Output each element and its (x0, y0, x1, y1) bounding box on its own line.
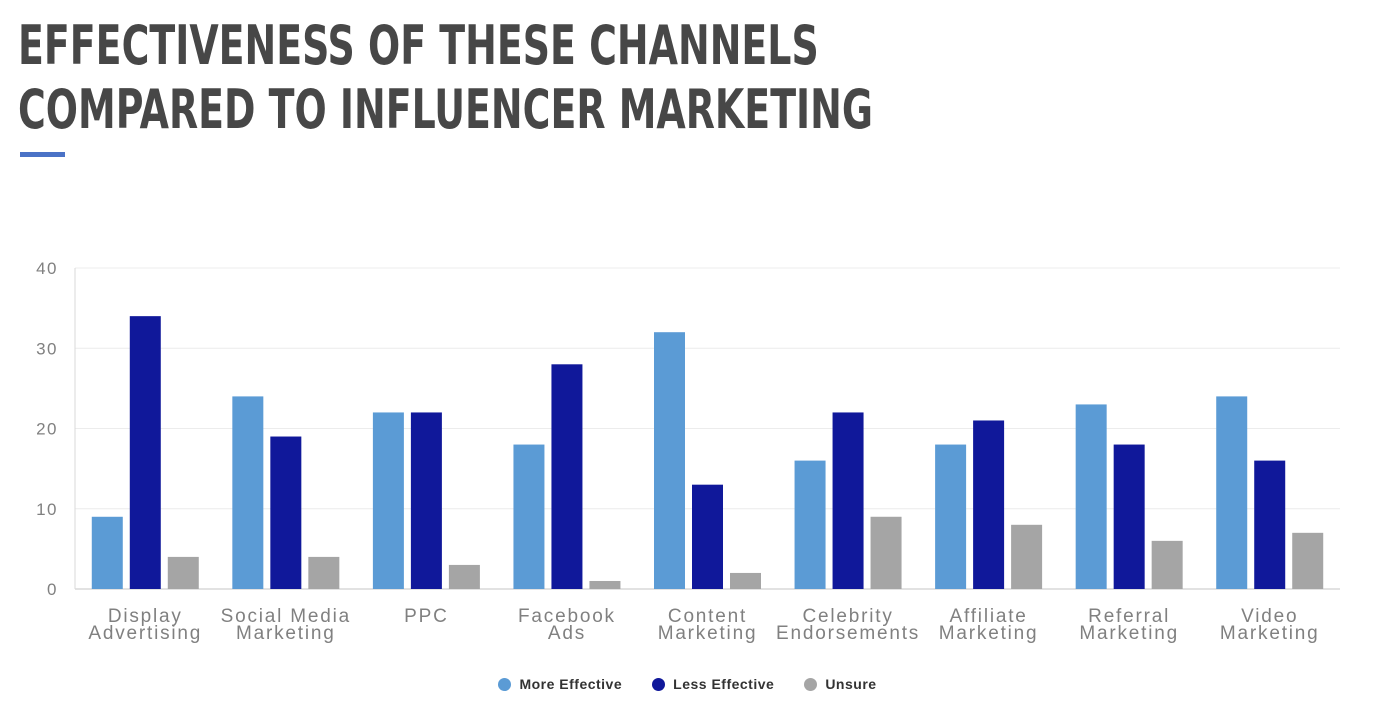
x-category-label-1: Social Media Marketing (221, 606, 351, 644)
legend-swatch (652, 677, 666, 691)
legend-label: More Effective (519, 676, 623, 692)
chart-title-line-1: EFFECTIVENESS OF THESE CHANNELS (18, 14, 819, 77)
bar-less-effective-2 (410, 412, 442, 589)
bar-less-effective-8 (1254, 460, 1286, 589)
legend-item-less-effective[interactable]: Less Effective (652, 676, 774, 692)
bar-more-effective-0 (91, 516, 123, 589)
bar-more-effective-2 (372, 412, 404, 589)
x-category-label-4: Content Marketing (658, 606, 758, 644)
x-category-label-0: Display Advertising (88, 606, 202, 644)
chart-title-line-2: COMPARED TO INFLUENCER MARKETING (18, 78, 873, 141)
bar-unsure-3 (589, 580, 621, 589)
y-tick-label-20: 20 (36, 420, 58, 439)
bar-more-effective-7 (1075, 404, 1107, 589)
bar-less-effective-1 (270, 436, 302, 589)
bar-less-effective-3 (551, 364, 583, 589)
bar-more-effective-8 (1216, 396, 1248, 589)
bar-chart: 0 10 20 30 40 Display Advertising Social Media M… (36, 259, 1340, 644)
bar-more-effective-1 (232, 396, 264, 589)
y-tick-label-30: 30 (36, 339, 58, 358)
bar-more-effective-4 (654, 332, 685, 589)
legend-label: Less Effective (673, 676, 775, 692)
x-category-label-8: Video Marketing (1220, 606, 1320, 644)
chart-legend: More Effective Less Effective Unsure (0, 676, 1375, 692)
bar-more-effective-3 (513, 444, 545, 589)
bar-less-effective-5 (832, 412, 864, 589)
y-tick-label-10: 10 (36, 500, 58, 519)
x-category-label-3: Facebook Ads (518, 606, 616, 644)
bar-less-effective-7 (1113, 444, 1145, 589)
bar-more-effective-6 (935, 444, 967, 589)
bar-less-effective-0 (129, 316, 161, 589)
y-tick-label-40: 40 (36, 259, 58, 278)
x-category-label-5: Celebrity Endorsements (776, 606, 920, 644)
title-accent-underline (20, 152, 65, 157)
legend-item-unsure[interactable]: Unsure (804, 676, 876, 692)
legend-swatch (804, 677, 818, 691)
y-tick-label-0: 0 (47, 580, 58, 599)
bar-less-effective-4 (692, 484, 723, 589)
chart-title: EFFECTIVENESS OF THESE CHANNELS COMPARED… (18, 14, 873, 142)
bar-unsure-7 (1151, 540, 1183, 589)
bar-less-effective-6 (973, 420, 1005, 589)
legend-item-more-effective[interactable]: More Effective (498, 676, 622, 692)
bar-unsure-0 (167, 556, 199, 589)
legend-swatch (498, 677, 512, 691)
bar-unsure-4 (730, 572, 761, 589)
bar-unsure-1 (308, 556, 340, 589)
bar-unsure-8 (1292, 532, 1324, 589)
x-category-label-6: Affiliate Marketing (939, 606, 1039, 644)
legend-label: Unsure (825, 676, 877, 692)
bar-unsure-6 (1011, 524, 1043, 589)
bar-more-effective-5 (794, 460, 826, 589)
x-category-label-2: PPC (404, 606, 448, 627)
x-category-label-7: Referral Marketing (1079, 606, 1179, 644)
bar-unsure-2 (448, 564, 480, 589)
bar-unsure-5 (870, 516, 902, 589)
